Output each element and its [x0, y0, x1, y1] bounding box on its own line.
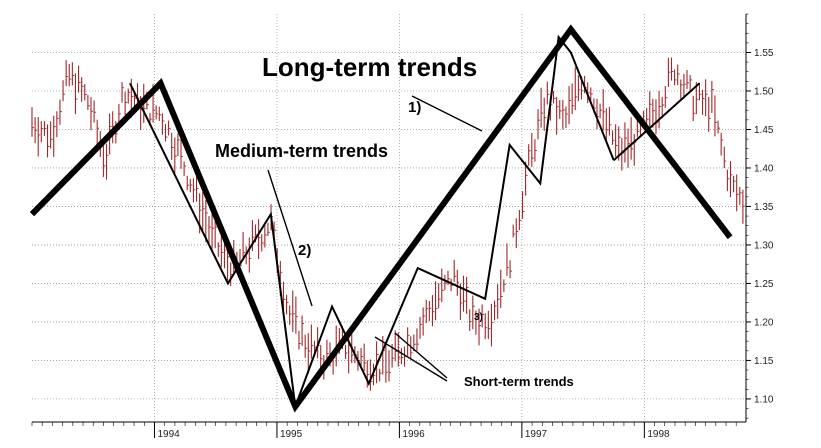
medium-term-trendlines — [129, 34, 701, 407]
y-tick-label: 1.45 — [754, 125, 774, 136]
annotation-pointer — [411, 95, 483, 132]
x-tick-label: 1998 — [647, 429, 670, 440]
y-tick-label: 1.25 — [754, 279, 774, 290]
annotation-three: 3) — [474, 312, 483, 323]
annotation-short-term: Short-term trends — [464, 374, 574, 389]
annotation-one: 1) — [408, 99, 421, 116]
medium-trend-line — [129, 34, 615, 407]
long-term-trendline — [29, 24, 733, 413]
y-tick-label: 1.35 — [754, 202, 774, 213]
annotation-pointer — [267, 169, 313, 307]
y-tick-label: 1.50 — [754, 86, 774, 97]
axes: 1.10 1.15 1.20 1.25 1.30 1.35 1.40 1.45 1.50 1.55… — [31, 13, 774, 440]
y-tick-label: 1.20 — [754, 317, 774, 328]
annotation-long-term: Long-term trends — [262, 52, 477, 82]
annotation-pointer — [374, 336, 448, 382]
medium-trend-line — [613, 82, 701, 162]
annotation-pointers — [267, 95, 483, 382]
long-trend-line — [29, 24, 733, 413]
x-tick-label: 1996 — [402, 429, 425, 440]
y-tick-label: 1.10 — [754, 394, 774, 405]
y-tick-label: 1.40 — [754, 163, 774, 174]
annotation-medium-term: Medium-term trends — [215, 141, 388, 161]
y-tick-label: 1.15 — [754, 356, 774, 367]
y-tick-label: 1.55 — [754, 48, 774, 59]
y-tick-label: 1.30 — [754, 240, 774, 251]
annotation-pointer — [394, 332, 448, 379]
annotations: Long-term trends 1) Medium-term trends 2… — [215, 52, 574, 389]
x-tick-label: 1994 — [157, 429, 180, 440]
x-tick-label: 1997 — [525, 429, 548, 440]
annotation-two: 2) — [298, 242, 311, 259]
x-tick-label: 1995 — [280, 429, 303, 440]
